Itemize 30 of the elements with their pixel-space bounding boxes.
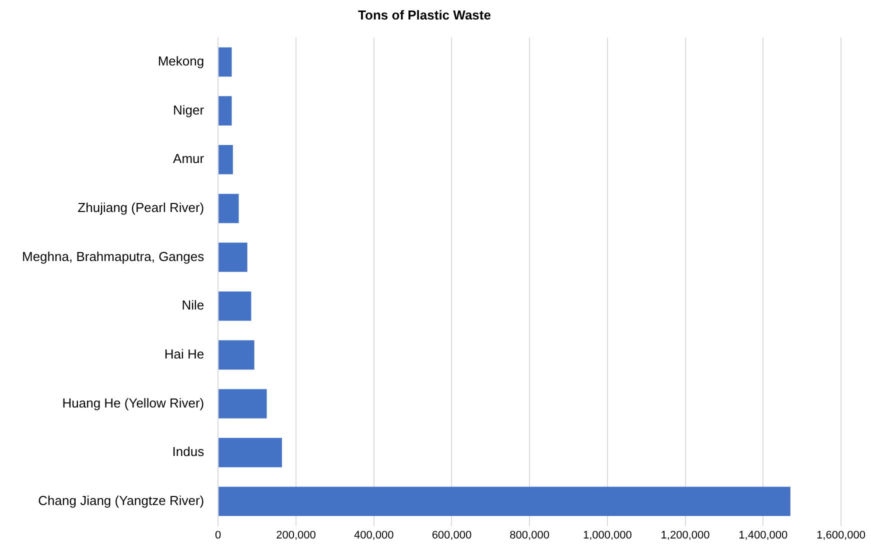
- bar: [218, 291, 252, 321]
- x-tick-label: 0: [215, 529, 222, 542]
- y-tick-label: Huang He (Yellow River): [62, 395, 204, 410]
- y-tick-label: Nile: [182, 298, 204, 313]
- bar: [218, 389, 267, 418]
- bar: [218, 194, 239, 224]
- y-tick-label: Niger: [173, 102, 205, 118]
- y-tick-label: Amur: [173, 151, 205, 166]
- x-tick-label: 1,400,000: [738, 529, 788, 542]
- bar: [218, 242, 248, 272]
- x-tick-label: 400,000: [354, 529, 394, 542]
- y-tick-label: Meghna, Brahmaputra, Ganges: [22, 248, 205, 264]
- x-tick-label: 1,000,000: [582, 529, 632, 542]
- y-tick-label: Hai He: [164, 346, 204, 362]
- x-tick-label: 600,000: [432, 529, 472, 542]
- x-tick-label: 800,000: [510, 529, 550, 542]
- chart-title: Tons of Plastic Waste: [358, 7, 491, 22]
- x-tick-label: 1,200,000: [660, 529, 710, 542]
- bar: [218, 96, 232, 126]
- bar: [218, 340, 254, 370]
- bar: [218, 486, 790, 516]
- bar: [218, 47, 232, 77]
- y-tick-label: Indus: [172, 444, 205, 460]
- y-tick-label: Chang Jiang (Yangtze River): [38, 492, 204, 508]
- y-tick-label: Zhujiang (Pearl River): [78, 200, 204, 216]
- x-tick-label: 200,000: [276, 529, 316, 542]
- x-tick-label: 1,600,000: [816, 529, 866, 542]
- y-tick-label: Mekong: [158, 54, 204, 69]
- bar: [218, 145, 233, 174]
- bar: [218, 438, 282, 468]
